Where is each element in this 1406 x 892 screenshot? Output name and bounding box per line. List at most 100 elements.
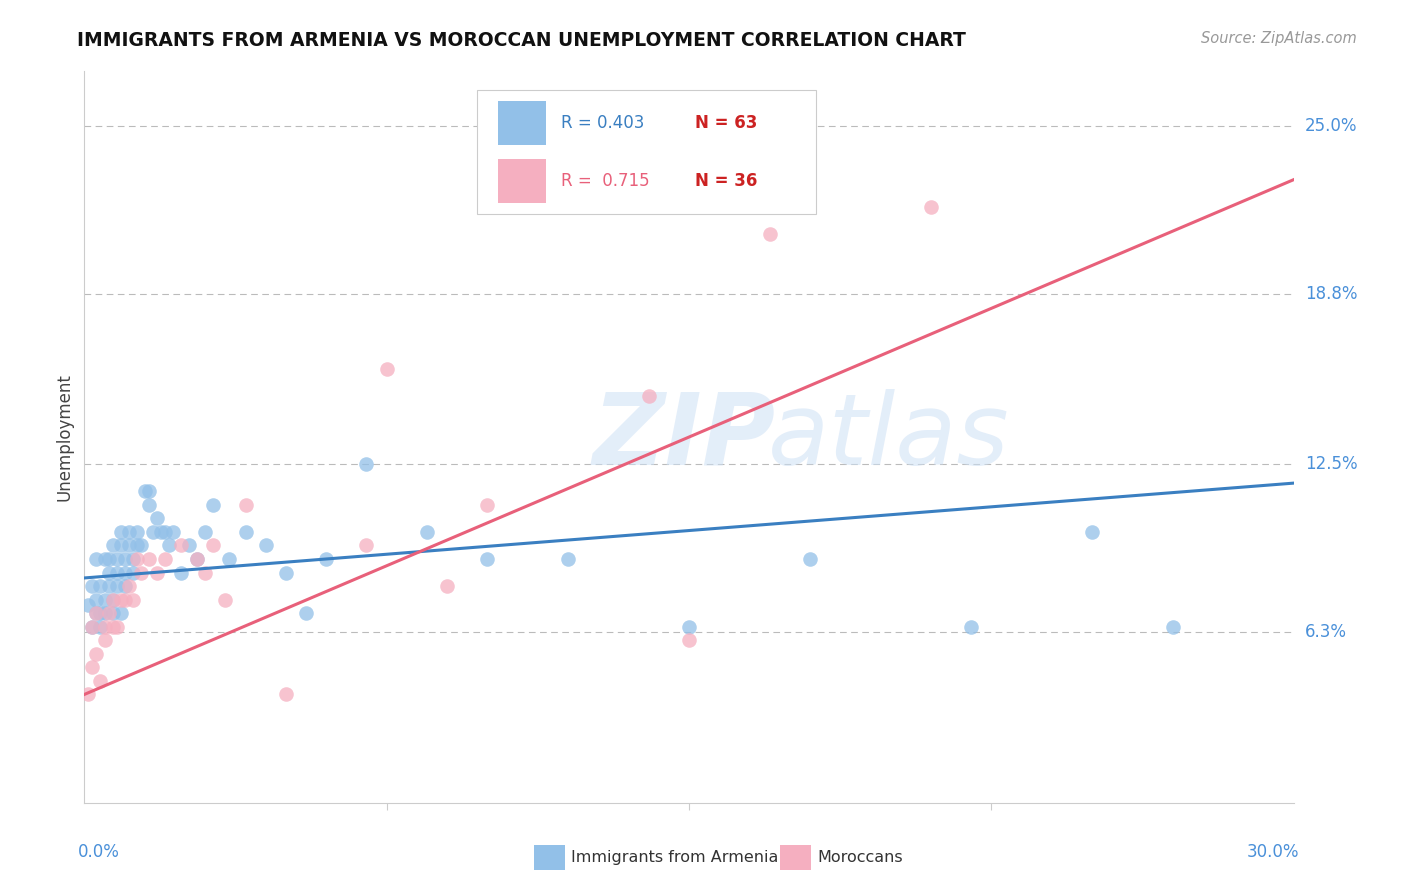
Point xyxy=(105,552,128,566)
Text: 12.5%: 12.5% xyxy=(1305,455,1357,473)
Point xyxy=(254,538,277,552)
Point xyxy=(110,592,132,607)
Point xyxy=(97,606,120,620)
Point xyxy=(170,538,193,552)
Text: N = 63: N = 63 xyxy=(695,113,758,131)
Point xyxy=(86,606,108,620)
Point xyxy=(153,524,176,539)
Point xyxy=(101,538,124,552)
Text: Source: ZipAtlas.com: Source: ZipAtlas.com xyxy=(1201,31,1357,46)
Point xyxy=(101,606,124,620)
Text: Moroccans: Moroccans xyxy=(817,850,903,864)
Point xyxy=(82,620,104,634)
Point xyxy=(170,566,193,580)
Point xyxy=(118,524,141,539)
Point xyxy=(315,552,337,566)
Point xyxy=(82,620,104,634)
Point xyxy=(920,200,942,214)
Point xyxy=(157,538,180,552)
Point xyxy=(89,620,111,634)
Point xyxy=(186,552,208,566)
Point xyxy=(101,592,124,607)
Point xyxy=(960,620,983,634)
Point xyxy=(194,566,217,580)
Point xyxy=(235,498,257,512)
Point xyxy=(93,592,115,607)
FancyBboxPatch shape xyxy=(498,159,547,203)
Point xyxy=(799,552,821,566)
Text: ZIP: ZIP xyxy=(592,389,775,485)
Point xyxy=(77,598,100,612)
Point xyxy=(114,579,136,593)
Point xyxy=(1081,524,1104,539)
Point xyxy=(101,620,124,634)
Point xyxy=(416,524,439,539)
Point xyxy=(118,579,141,593)
Point xyxy=(105,579,128,593)
Point xyxy=(93,606,115,620)
Point xyxy=(89,673,111,688)
Point xyxy=(153,552,176,566)
Point xyxy=(93,552,115,566)
Point xyxy=(678,620,700,634)
Point xyxy=(101,592,124,607)
Point xyxy=(105,566,128,580)
Point xyxy=(82,579,104,593)
Point xyxy=(477,498,499,512)
Point xyxy=(138,498,160,512)
Point xyxy=(110,606,132,620)
Point xyxy=(97,552,120,566)
Point xyxy=(235,524,257,539)
Point xyxy=(202,498,225,512)
Point xyxy=(121,566,143,580)
Point xyxy=(557,552,579,566)
Point xyxy=(114,552,136,566)
Point xyxy=(477,552,499,566)
Text: IMMIGRANTS FROM ARMENIA VS MOROCCAN UNEMPLOYMENT CORRELATION CHART: IMMIGRANTS FROM ARMENIA VS MOROCCAN UNEM… xyxy=(77,31,966,50)
Text: 6.3%: 6.3% xyxy=(1305,624,1347,641)
Point xyxy=(129,538,152,552)
Point xyxy=(118,538,141,552)
Point xyxy=(97,566,120,580)
Point xyxy=(121,552,143,566)
Point xyxy=(162,524,184,539)
Point xyxy=(356,457,378,471)
Point xyxy=(110,524,132,539)
Point xyxy=(375,362,398,376)
Text: R = 0.403: R = 0.403 xyxy=(561,113,644,131)
Point xyxy=(274,688,297,702)
Point xyxy=(110,538,132,552)
Point xyxy=(86,647,108,661)
Point xyxy=(1161,620,1184,634)
Text: N = 36: N = 36 xyxy=(695,172,758,190)
FancyBboxPatch shape xyxy=(478,90,815,214)
Text: 30.0%: 30.0% xyxy=(1247,843,1299,861)
Point xyxy=(97,579,120,593)
Point xyxy=(218,552,240,566)
Text: R =  0.715: R = 0.715 xyxy=(561,172,650,190)
Point xyxy=(86,606,108,620)
Text: 0.0%: 0.0% xyxy=(79,843,120,861)
Point xyxy=(134,484,156,499)
Point xyxy=(142,524,165,539)
Point xyxy=(89,579,111,593)
Point xyxy=(121,592,143,607)
Point xyxy=(146,511,169,525)
Point xyxy=(186,552,208,566)
Point xyxy=(637,389,659,403)
Point xyxy=(146,566,169,580)
Point xyxy=(194,524,217,539)
Text: 25.0%: 25.0% xyxy=(1305,117,1357,135)
Point xyxy=(114,566,136,580)
Point xyxy=(138,552,160,566)
Point xyxy=(274,566,297,580)
Point xyxy=(214,592,236,607)
Point xyxy=(149,524,172,539)
Point xyxy=(82,660,104,674)
FancyBboxPatch shape xyxy=(498,101,547,145)
Point xyxy=(125,552,148,566)
Point xyxy=(678,633,700,648)
Point xyxy=(758,227,780,241)
Text: 18.8%: 18.8% xyxy=(1305,285,1357,302)
Text: atlas: atlas xyxy=(768,389,1010,485)
